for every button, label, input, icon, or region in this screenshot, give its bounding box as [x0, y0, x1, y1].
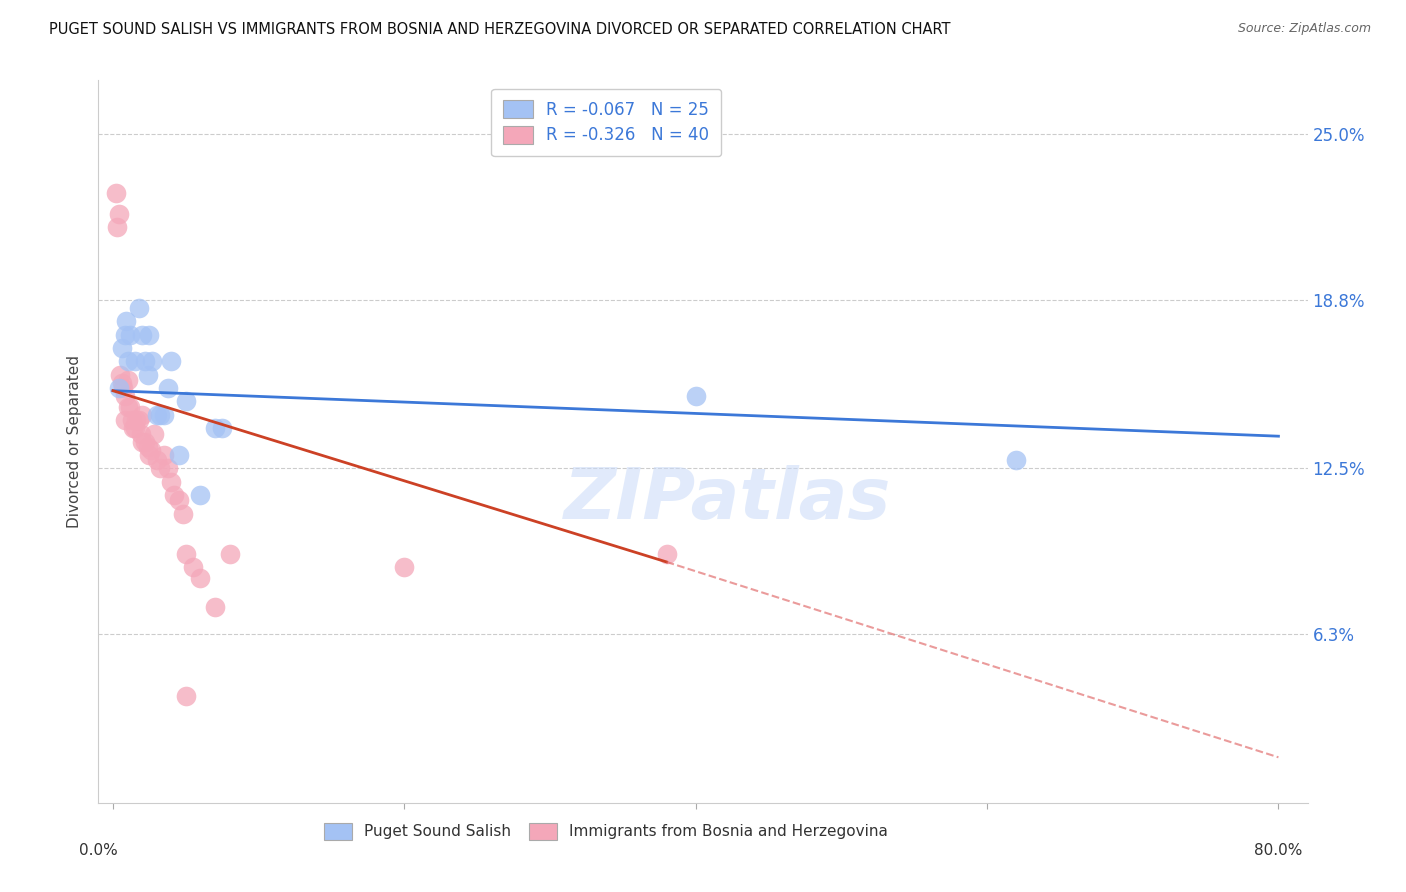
Point: [138, 327, 160, 342]
Point: [204, 421, 226, 435]
Point: [160, 354, 183, 368]
Point: [190, 488, 212, 502]
Point: [136, 440, 159, 454]
Point: [114, 327, 136, 342]
Point: [685, 389, 707, 403]
Point: [117, 400, 139, 414]
Point: [115, 314, 138, 328]
Point: [124, 354, 146, 368]
Point: [174, 394, 197, 409]
Point: [145, 408, 167, 422]
Point: [218, 547, 240, 561]
Point: [108, 381, 131, 395]
Point: [157, 461, 180, 475]
Point: [394, 560, 416, 574]
Text: PUGET SOUND SALISH VS IMMIGRANTS FROM BOSNIA AND HERZEGOVINA DIVORCED OR SEPARAT: PUGET SOUND SALISH VS IMMIGRANTS FROM BO…: [49, 22, 950, 37]
Text: ZIPatlas: ZIPatlas: [564, 465, 891, 533]
Point: [117, 354, 139, 368]
Point: [134, 354, 156, 368]
Point: [211, 421, 233, 435]
Text: Source: ZipAtlas.com: Source: ZipAtlas.com: [1237, 22, 1371, 36]
Point: [125, 413, 148, 427]
Point: [112, 381, 135, 395]
Point: [131, 327, 153, 342]
Point: [121, 413, 143, 427]
Point: [174, 547, 197, 561]
Y-axis label: Divorced or Separated: Divorced or Separated: [67, 355, 83, 528]
Point: [1005, 453, 1028, 467]
Point: [111, 376, 134, 390]
Point: [153, 448, 176, 462]
Point: [157, 381, 180, 395]
Point: [120, 400, 142, 414]
Point: [160, 475, 183, 489]
Point: [104, 186, 127, 200]
Point: [128, 413, 150, 427]
Point: [163, 488, 186, 502]
Point: [172, 507, 194, 521]
Point: [139, 442, 162, 457]
Point: [145, 453, 167, 467]
Point: [174, 689, 197, 703]
Point: [117, 373, 139, 387]
Point: [114, 413, 136, 427]
Point: [131, 408, 153, 422]
Point: [134, 434, 156, 449]
Legend: Puget Sound Salish, Immigrants from Bosnia and Herzegovina: Puget Sound Salish, Immigrants from Bosn…: [318, 817, 894, 846]
Point: [153, 408, 176, 422]
Text: 0.0%: 0.0%: [79, 843, 118, 858]
Text: 80.0%: 80.0%: [1254, 843, 1302, 858]
Point: [142, 426, 165, 441]
Point: [141, 354, 163, 368]
Point: [167, 493, 190, 508]
Point: [122, 421, 145, 435]
Point: [120, 327, 142, 342]
Point: [110, 368, 132, 382]
Point: [181, 560, 204, 574]
Point: [129, 426, 152, 441]
Point: [128, 301, 150, 315]
Point: [114, 389, 136, 403]
Point: [138, 448, 160, 462]
Point: [655, 547, 678, 561]
Point: [149, 461, 172, 475]
Point: [204, 600, 226, 615]
Point: [111, 341, 134, 355]
Point: [149, 408, 172, 422]
Point: [108, 207, 131, 221]
Point: [131, 434, 153, 449]
Point: [167, 448, 190, 462]
Point: [105, 220, 128, 235]
Point: [190, 571, 212, 585]
Point: [136, 368, 159, 382]
Point: [124, 421, 146, 435]
